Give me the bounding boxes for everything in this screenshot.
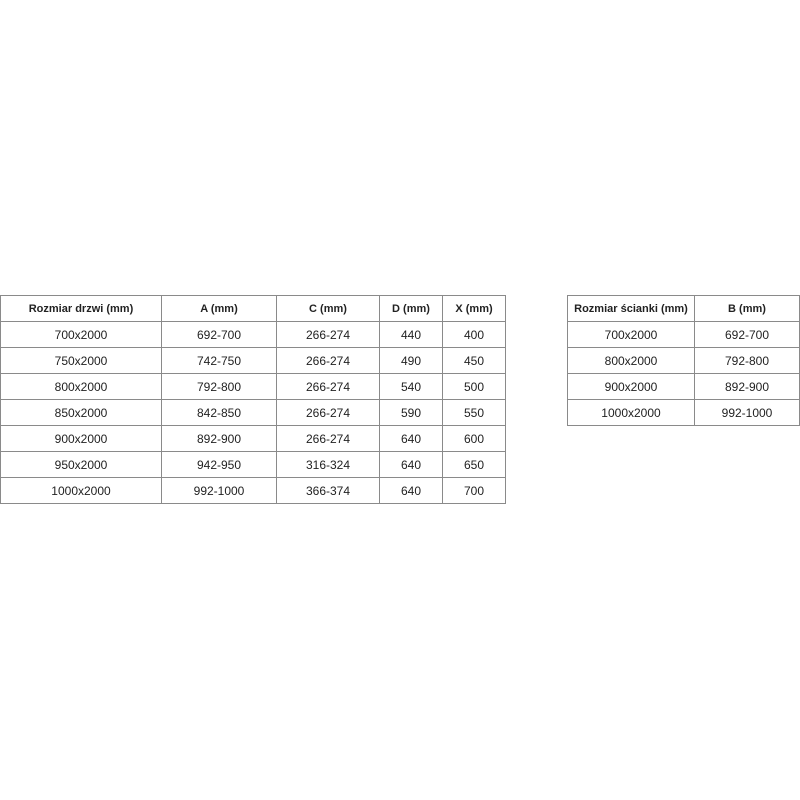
table-cell: 900x2000 [0,425,162,452]
table-cell: 800x2000 [0,373,162,400]
table-cell: 842-850 [161,399,277,426]
table-cell: 892-900 [694,373,800,400]
table-cell: 1000x2000 [0,477,162,504]
table-cell: 266-274 [276,425,380,452]
table-cell: 266-274 [276,347,380,374]
table-cell: 692-700 [161,321,277,348]
column-header: X (mm) [442,295,506,322]
table-cell: 640 [379,425,443,452]
table-cell: 692-700 [694,321,800,348]
table-cell: 640 [379,477,443,504]
column-header: D (mm) [379,295,443,322]
table-cell: 792-800 [161,373,277,400]
table-row: 750x2000 742-750 266-274 490 450 [0,347,506,374]
table-cell: 266-274 [276,321,380,348]
table-body: 700x2000 692-700 266-274 440 400 750x2000 742-… [0,321,506,504]
wall-size-table: Rozmiar ścianki (mm) B (mm) 700x2000 692-7… [567,295,800,426]
table-cell: 500 [442,373,506,400]
column-header: B (mm) [694,295,800,322]
table-row: 700x2000 692-700 266-274 440 400 [0,321,506,348]
table-cell: 950x2000 [0,451,162,478]
table-cell: 450 [442,347,506,374]
table-cell: 1000x2000 [567,399,695,426]
table-row: 800x2000 792-800 [567,347,800,374]
table-header-row: Rozmiar drzwi (mm) A (mm) C (mm) D (mm) X (m… [0,295,506,322]
table-cell: 700x2000 [0,321,162,348]
column-header: Rozmiar ścianki (mm) [567,295,695,322]
table-body: 700x2000 692-700 800x2000 792-800 900x2000 89… [567,321,800,426]
table-cell: 992-1000 [694,399,800,426]
table-row: 1000x2000 992-1000 366-374 640 700 [0,477,506,504]
table-cell: 316-324 [276,451,380,478]
table-cell: 742-750 [161,347,277,374]
table-row: 700x2000 692-700 [567,321,800,348]
table-cell: 942-950 [161,451,277,478]
table-cell: 400 [442,321,506,348]
table-cell: 550 [442,399,506,426]
table-cell: 750x2000 [0,347,162,374]
table-row: 850x2000 842-850 266-274 590 550 [0,399,506,426]
table-cell: 590 [379,399,443,426]
table-cell: 850x2000 [0,399,162,426]
column-header: A (mm) [161,295,277,322]
table-row: 900x2000 892-900 [567,373,800,400]
column-header: C (mm) [276,295,380,322]
table-cell: 700x2000 [567,321,695,348]
table-row: 900x2000 892-900 266-274 640 600 [0,425,506,452]
table-cell: 366-374 [276,477,380,504]
table-row: 800x2000 792-800 266-274 540 500 [0,373,506,400]
table-cell: 992-1000 [161,477,277,504]
table-cell: 600 [442,425,506,452]
table-cell: 540 [379,373,443,400]
table-row: 950x2000 942-950 316-324 640 650 [0,451,506,478]
table-cell: 792-800 [694,347,800,374]
table-cell: 266-274 [276,373,380,400]
table-cell: 490 [379,347,443,374]
table-cell: 900x2000 [567,373,695,400]
table-cell: 800x2000 [567,347,695,374]
table-cell: 650 [442,451,506,478]
table-cell: 640 [379,451,443,478]
table-cell: 266-274 [276,399,380,426]
table-header-row: Rozmiar ścianki (mm) B (mm) [567,295,800,322]
column-header: Rozmiar drzwi (mm) [0,295,162,322]
table-cell: 440 [379,321,443,348]
table-cell: 892-900 [161,425,277,452]
table-cell: 700 [442,477,506,504]
table-row: 1000x2000 992-1000 [567,399,800,426]
door-size-table: Rozmiar drzwi (mm) A (mm) C (mm) D (mm) X (m… [0,295,506,504]
